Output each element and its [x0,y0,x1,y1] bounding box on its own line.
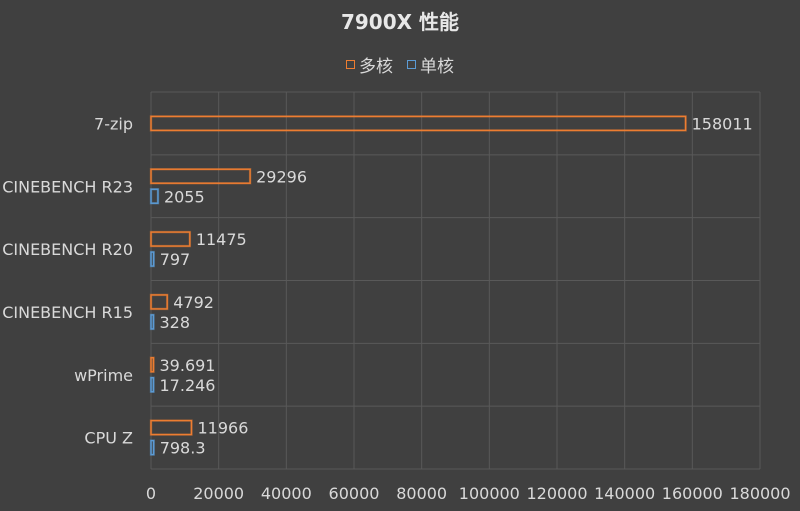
data-label-singlecore: 17.246 [160,376,216,395]
data-label-multicore: 158011 [692,114,753,133]
data-label-multicore: 11475 [196,230,247,249]
category-label: CINEBENCH R15 [2,303,133,322]
legend-item-multicore: 多核 [346,52,393,77]
bar-multicore [150,294,168,310]
bar-singlecore [150,377,155,393]
category-label: CINEBENCH R23 [2,177,133,196]
data-label-singlecore: 328 [160,313,191,332]
data-label-multicore: 11966 [197,419,248,438]
legend-label-multicore: 多核 [359,57,393,77]
x-tick-label: 160000 [662,484,723,503]
bar-singlecore [150,439,155,456]
bar-singlecore [150,188,159,204]
data-label-singlecore: 2055 [164,187,205,206]
bar-glow-multicore [149,419,193,436]
x-tick-label: 60000 [329,484,380,503]
bar-glow-multicore [149,293,169,311]
x-tick-label: 140000 [594,484,655,503]
category-label: CPU Z [84,429,133,448]
bar-glow-multicore [149,168,252,185]
x-tick-label: 0 [146,484,156,503]
bar-singlecore [150,251,155,267]
legend-swatch-singlecore [407,60,416,69]
data-label-singlecore: 797 [160,250,191,269]
bar-multicore [150,115,687,132]
bar-glow-multicore [149,115,687,132]
category-label: 7-zip [94,114,133,133]
legend-item-singlecore: 单核 [407,52,454,77]
data-label-multicore: 39.691 [160,356,216,375]
x-tick-label: 80000 [396,484,447,503]
data-label-singlecore: 798.3 [160,439,206,458]
bar-multicore [150,168,251,184]
x-tick-label: 20000 [193,484,244,503]
category-label: wPrime [74,366,133,385]
data-label-multicore: 29296 [256,167,307,186]
bar-multicore [150,357,155,373]
bar-multicore [150,419,193,436]
x-tick-label: 120000 [526,484,587,503]
x-tick-label: 180000 [729,484,790,503]
bar-glow-multicore [149,230,192,248]
bar-multicore [150,231,191,247]
legend-label-singlecore: 单核 [420,57,454,77]
x-tick-label: 100000 [459,484,520,503]
data-label-multicore: 4792 [173,293,214,312]
chart-title: 7900X 性能 [340,10,460,34]
bar-glow-singlecore [149,188,160,205]
category-label: CINEBENCH R20 [2,240,133,259]
bar-singlecore [150,314,155,330]
x-tick-label: 40000 [261,484,312,503]
legend-swatch-multicore [346,60,355,69]
legend: 多核 单核 [0,52,800,77]
